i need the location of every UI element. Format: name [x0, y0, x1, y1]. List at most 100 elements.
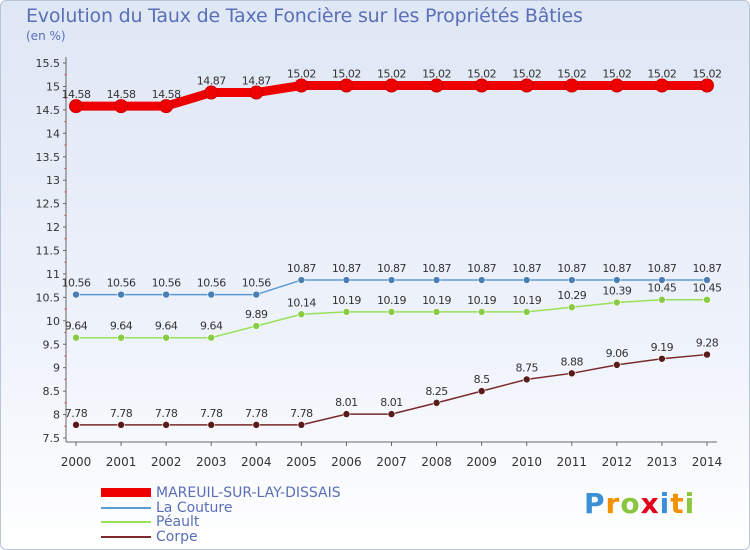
legend-label-corpe: Corpe [156, 528, 198, 545]
x-tick-label: 2007 [376, 455, 407, 469]
data-point [297, 310, 306, 319]
data-point [342, 410, 351, 418]
data-label: 14.87 [197, 75, 226, 88]
data-label: 15.02 [377, 68, 406, 81]
data-label: 9.64 [155, 320, 178, 333]
data-point [613, 276, 621, 284]
y-tick-label: 10.5 [36, 291, 61, 304]
data-label: 8.01 [335, 396, 358, 409]
y-tick-label: 13 [46, 174, 60, 187]
data-point [658, 354, 666, 363]
legend-label-mareuil: MAREUIL-SUR-LAY-DISSAIS [156, 485, 341, 501]
data-label: 14.58 [152, 88, 181, 101]
data-label: 10.87 [377, 262, 406, 275]
data-label: 8.88 [561, 355, 584, 368]
data-label: 10.39 [602, 285, 631, 298]
y-tick-label: 8 [53, 409, 60, 422]
data-label: 14.87 [242, 75, 271, 88]
x-tick-label: 2010 [511, 455, 542, 469]
data-label: 10.45 [693, 282, 722, 295]
logo-letter: i [684, 487, 696, 520]
data-point [339, 78, 354, 93]
data-label: 10.19 [377, 294, 406, 307]
data-point [474, 78, 489, 93]
data-label: 10.14 [287, 296, 316, 309]
data-label: 10.19 [422, 294, 451, 307]
data-point [387, 410, 396, 418]
data-point [252, 421, 261, 429]
data-label: 14.58 [62, 88, 91, 101]
data-point [703, 350, 711, 359]
data-label: 10.87 [602, 262, 631, 275]
logo-letter: o [620, 487, 641, 520]
data-point [162, 290, 170, 299]
data-label: 15.02 [693, 68, 722, 81]
x-tick-label: 2006 [331, 455, 362, 469]
data-point [72, 333, 80, 342]
data-point [252, 290, 261, 299]
data-point [162, 421, 170, 429]
data-point [117, 290, 125, 299]
data-point [252, 322, 261, 330]
y-tick-label: 11.5 [36, 245, 61, 258]
legend-swatch-corpe [101, 535, 151, 538]
y-tick-label: 7.5 [43, 432, 61, 445]
data-point [207, 290, 216, 299]
data-point [204, 85, 219, 100]
data-label: 7.78 [245, 407, 268, 420]
y-tick-label: 15 [46, 80, 60, 93]
data-point [522, 375, 531, 384]
logo-letter: t [670, 487, 685, 520]
data-label: 9.64 [65, 320, 88, 333]
y-tick-label: 14 [46, 127, 60, 140]
data-point [387, 308, 396, 316]
data-point [384, 78, 399, 93]
data-point [432, 308, 441, 316]
data-label: 9.64 [110, 320, 133, 333]
data-point [432, 276, 441, 284]
data-point [700, 78, 714, 93]
x-tick-label: 2000 [61, 455, 92, 469]
data-point [522, 308, 531, 316]
data-label: 10.56 [242, 277, 271, 290]
data-point [207, 421, 216, 429]
data-label: 15.02 [467, 68, 496, 81]
data-point [114, 99, 129, 114]
data-point [117, 333, 125, 342]
data-point [567, 369, 576, 378]
x-tick-label: 2012 [602, 455, 633, 469]
x-tick-label: 2001 [106, 455, 137, 469]
data-label: 10.29 [557, 289, 586, 302]
y-tick-label: 9.5 [43, 338, 61, 351]
data-point [159, 99, 174, 114]
legend-label-peault: Péault [156, 514, 200, 530]
data-label: 10.19 [467, 294, 496, 307]
data-label: 7.78 [110, 407, 133, 420]
data-label: 9.19 [651, 341, 674, 354]
data-label: 10.56 [152, 277, 181, 290]
data-label: 10.45 [647, 282, 676, 295]
data-point [297, 276, 306, 284]
data-label: 9.28 [696, 337, 719, 350]
data-point [207, 333, 216, 342]
legend-label-la-couture: La Couture [156, 499, 233, 516]
data-point [522, 276, 531, 284]
data-label: 10.56 [107, 277, 136, 290]
data-label: 15.02 [332, 68, 361, 81]
data-point [658, 295, 666, 304]
x-tick-label: 2009 [466, 455, 497, 469]
proxiti-logo: Proxiti [584, 487, 695, 520]
x-tick-label: 2005 [286, 455, 317, 469]
data-point [609, 78, 624, 93]
legend-swatch-la-couture [101, 506, 151, 509]
data-label: 14.58 [107, 88, 136, 101]
y-tick-label: 9 [53, 362, 60, 375]
logo-letter: P [584, 487, 606, 520]
data-label: 10.87 [422, 262, 451, 275]
data-label: 10.87 [557, 262, 586, 275]
data-point [703, 276, 711, 284]
legend-swatch-peault [101, 521, 151, 523]
data-label: 15.02 [287, 68, 316, 81]
